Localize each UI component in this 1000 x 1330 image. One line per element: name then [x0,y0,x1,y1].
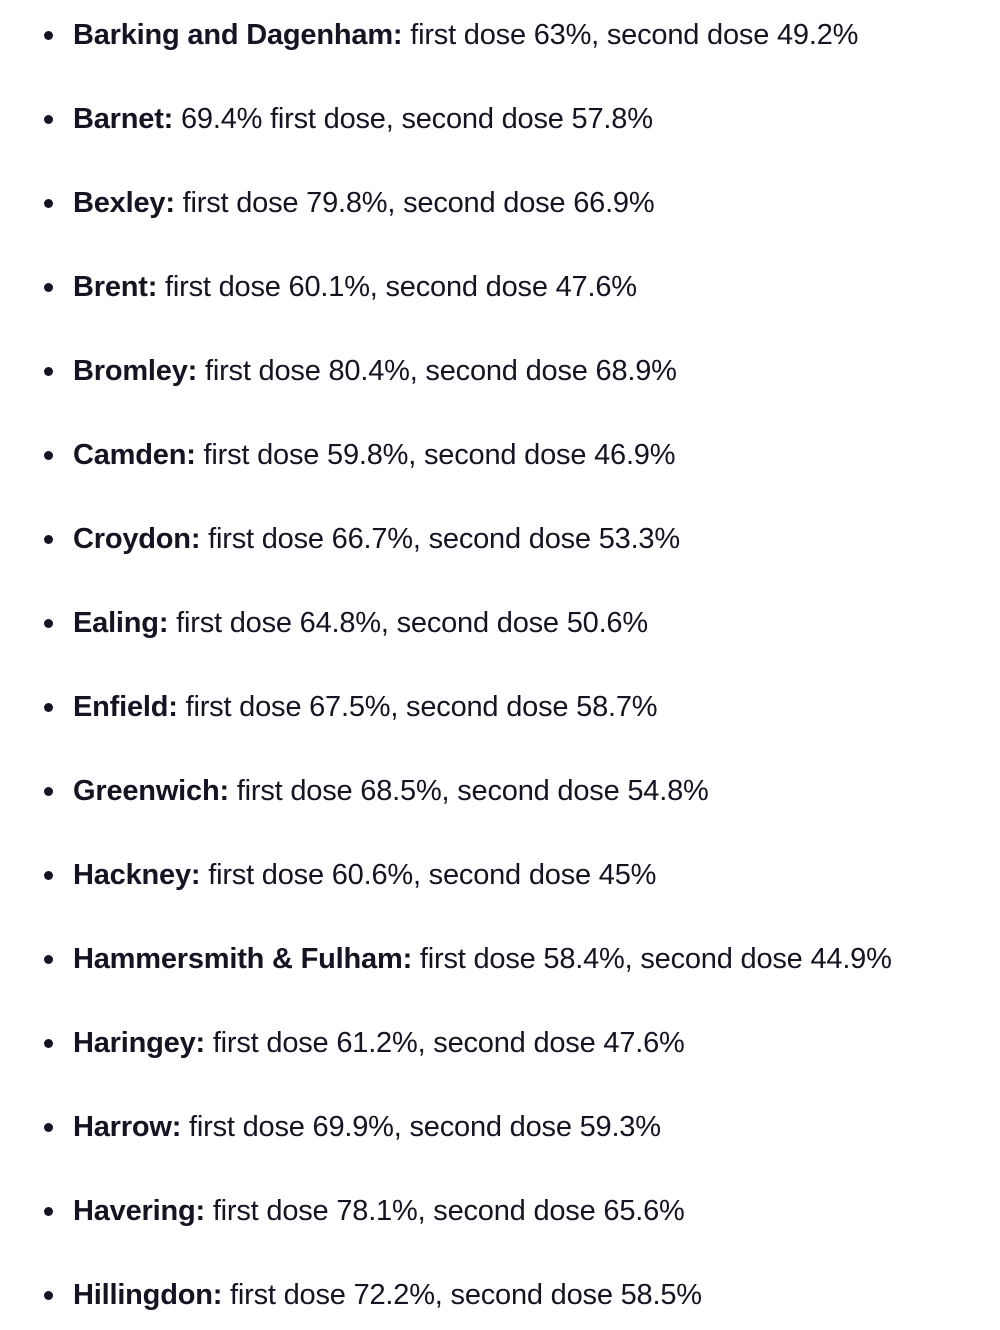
bullet-icon [44,619,53,628]
borough-name: Hackney: [73,859,201,891]
bullet-icon [44,367,53,376]
borough-name: Bexley: [73,187,175,219]
list-item-text: Hackney: first dose 60.6%, second dose 4… [73,860,656,891]
list-item-text: Barking and Dagenham: first dose 63%, se… [73,20,858,51]
list-item: Havering: first dose 78.1%, second dose … [0,1196,990,1227]
bullet-icon [44,31,53,40]
dose-detail: first dose 78.1%, second dose 65.6% [204,1195,685,1227]
borough-name: Brent: [73,271,158,303]
list-item: Enfield: first dose 67.5%, second dose 5… [0,692,990,723]
dose-detail: first dose 80.4%, second dose 68.9% [197,355,677,387]
list-item: Haringey: first dose 61.2%, second dose … [0,1028,990,1059]
borough-name: Harrow: [73,1111,182,1143]
bullet-icon [44,451,53,460]
bullet-icon [44,1123,53,1132]
borough-name: Camden: [73,439,196,471]
borough-name: Barking and Dagenham: [73,19,403,51]
dose-detail: first dose 58.4%, second dose 44.9% [412,943,892,975]
list-item: Hackney: first dose 60.6%, second dose 4… [0,860,990,891]
list-item: Brent: first dose 60.1%, second dose 47.… [0,272,990,303]
list-item: Ealing: first dose 64.8%, second dose 50… [0,608,990,639]
list-item: Camden: first dose 59.8%, second dose 46… [0,440,990,471]
borough-name: Hillingdon: [73,1279,223,1311]
dose-detail: first dose 68.5%, second dose 54.8% [228,775,709,807]
borough-name: Haringey: [73,1027,205,1059]
list-item-text: Harrow: first dose 69.9%, second dose 59… [73,1112,661,1143]
bullet-icon [44,283,53,292]
bullet-icon [44,115,53,124]
dose-detail: 69.4% first dose, second dose 57.8% [173,103,653,135]
list-item-text: Hammersmith & Fulham: first dose 58.4%, … [73,944,892,975]
borough-name: Hammersmith & Fulham: [73,943,413,975]
dose-detail: first dose 63%, second dose 49.2% [402,19,859,51]
borough-name: Enfield: [73,691,178,723]
dose-detail: first dose 60.6%, second dose 45% [200,859,657,891]
dose-detail: first dose 72.2%, second dose 58.5% [222,1279,702,1311]
list-item-text: Haringey: first dose 61.2%, second dose … [73,1028,685,1059]
list-item: Bexley: first dose 79.8%, second dose 66… [0,188,990,219]
bullet-icon [44,1039,53,1048]
list-item: Barking and Dagenham: first dose 63%, se… [0,20,990,51]
bullet-icon [44,703,53,712]
bullet-icon [44,1207,53,1216]
borough-name: Barnet: [73,103,174,135]
dose-detail: first dose 79.8%, second dose 66.9% [174,187,655,219]
list-item: Harrow: first dose 69.9%, second dose 59… [0,1112,990,1143]
list-item-text: Ealing: first dose 64.8%, second dose 50… [73,608,648,639]
borough-name: Bromley: [73,355,198,387]
list-item: Croydon: first dose 66.7%, second dose 5… [0,524,990,555]
list-item: Barnet: 69.4% first dose, second dose 57… [0,104,990,135]
dose-detail: first dose 67.5%, second dose 58.7% [177,691,658,723]
borough-name: Greenwich: [73,775,229,807]
bullet-icon [44,199,53,208]
list-item-text: Croydon: first dose 66.7%, second dose 5… [73,524,680,555]
dose-detail: first dose 69.9%, second dose 59.3% [181,1111,661,1143]
list-item: Hammersmith & Fulham: first dose 58.4%, … [0,944,990,975]
list-item-text: Bexley: first dose 79.8%, second dose 66… [73,187,655,219]
list-item-text: Barnet: 69.4% first dose, second dose 57… [73,104,653,135]
list-item: Bromley: first dose 80.4%, second dose 6… [0,356,990,387]
borough-name: Croydon: [73,523,201,555]
borough-name: Ealing: [73,607,169,639]
bullet-icon [44,1291,53,1300]
bullet-icon [44,871,53,880]
bullet-icon [44,535,53,544]
list-item-text: Bromley: first dose 80.4%, second dose 6… [73,356,677,387]
bullet-icon [44,787,53,796]
dose-detail: first dose 59.8%, second dose 46.9% [195,439,676,471]
list-item: Greenwich: first dose 68.5%, second dose… [0,776,990,807]
list-item-text: Greenwich: first dose 68.5%, second dose… [73,776,709,807]
list-item-text: Brent: first dose 60.1%, second dose 47.… [73,272,637,303]
dose-detail: first dose 60.1%, second dose 47.6% [157,271,637,303]
list-item-text: Camden: first dose 59.8%, second dose 46… [73,439,676,471]
borough-name: Havering: [73,1195,205,1227]
list-item-text: Hillingdon: first dose 72.2%, second dos… [73,1280,702,1311]
list-item-text: Enfield: first dose 67.5%, second dose 5… [73,691,658,723]
dose-detail: first dose 66.7%, second dose 53.3% [200,523,680,555]
dose-detail: first dose 61.2%, second dose 47.6% [204,1027,685,1059]
list-item-text: Havering: first dose 78.1%, second dose … [73,1196,685,1227]
bullet-icon [44,955,53,964]
list-item: Hillingdon: first dose 72.2%, second dos… [0,1280,990,1311]
dose-detail: first dose 64.8%, second dose 50.6% [168,607,648,639]
